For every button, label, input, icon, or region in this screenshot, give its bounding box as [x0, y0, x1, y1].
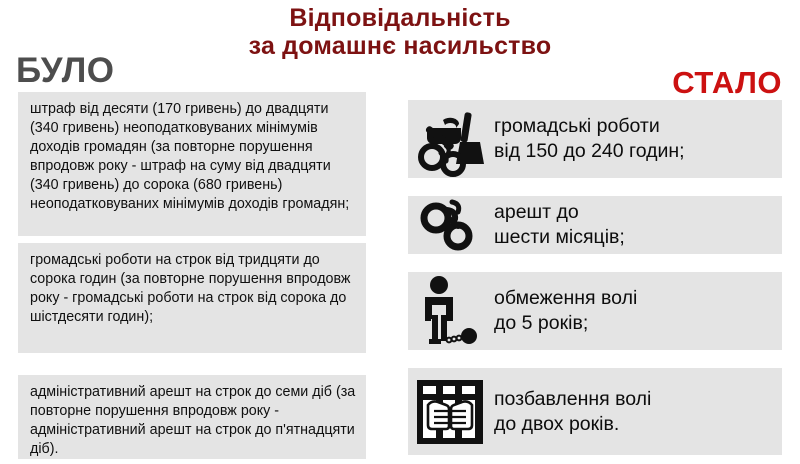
prison-bars-hands-icon — [408, 368, 492, 455]
before-item-panel: штраф від десяти (170 гривень) до двадця… — [18, 92, 366, 236]
before-item-panel: громадські роботи на строк від тридцяти … — [18, 243, 366, 353]
after-item-line-1: арешт до — [494, 201, 579, 224]
before-item-text: громадські роботи на строк від тридцяти … — [30, 252, 351, 325]
page-title-line-2: за домашнє насильство — [248, 32, 552, 60]
after-item-line-2: до двох років. — [494, 412, 620, 435]
after-item-line-1: обмеження волі — [494, 287, 638, 310]
after-item-text: позбавлення волі до двох років. — [492, 387, 782, 437]
after-item-text: громадські роботи від 150 до 240 годин; — [492, 114, 782, 164]
before-item-text: адміністративний арешт на строк до семи … — [30, 384, 356, 457]
handcuffs-icon — [408, 196, 492, 254]
before-item-panel: адміністративний арешт на строк до семи … — [18, 375, 366, 459]
column-heading-before: БУЛО — [16, 51, 115, 90]
page-title-line-1: Відповідальність — [289, 4, 511, 32]
after-item-line-2: від 150 до 240 годин; — [494, 140, 685, 162]
person-ball-and-chain-icon — [408, 272, 492, 350]
after-item-text: арешт до шести місяців; — [492, 200, 782, 250]
after-item-panel: обмеження волі до 5 років; — [408, 272, 782, 350]
after-item-line-1: позбавлення волі — [494, 387, 652, 410]
column-heading-after: СТАЛО — [672, 65, 782, 100]
after-item-line-2: шести місяців; — [494, 226, 625, 248]
after-item-line-1: громадські роботи — [494, 115, 660, 138]
after-item-panel: позбавлення волі до двох років. — [408, 368, 782, 455]
after-item-line-2: до 5 років; — [494, 312, 589, 334]
after-item-panel: громадські роботи від 150 до 240 годин; — [408, 100, 782, 178]
page-title: Відповідальність за домашнє насильство — [0, 4, 800, 60]
before-item-text: штраф від десяти (170 гривень) до двадця… — [30, 101, 350, 212]
after-item-text: обмеження волі до 5 років; — [492, 286, 782, 336]
after-item-panel: арешт до шести місяців; — [408, 196, 782, 254]
broom-dustpan-handcuffs-icon — [408, 100, 492, 178]
